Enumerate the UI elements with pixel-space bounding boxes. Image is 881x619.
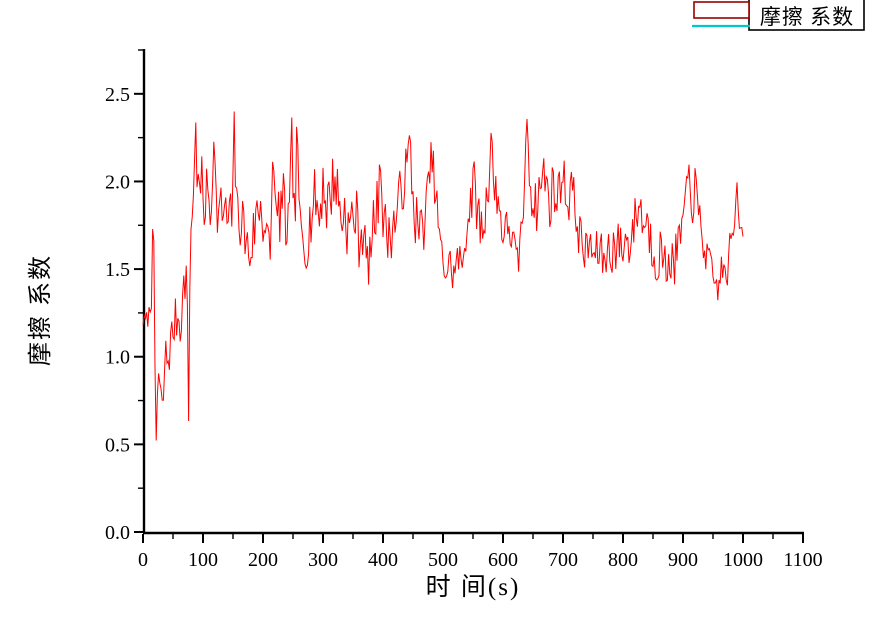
y-tick-label: 1.0: [105, 347, 130, 369]
x-tick-label: 200: [248, 549, 278, 571]
y-tick-label: 0.5: [105, 434, 130, 456]
y-tick-label: 1.5: [105, 259, 130, 281]
x-tick-label: 1100: [783, 549, 822, 571]
x-tick-label: 600: [488, 549, 518, 571]
series: [142, 111, 744, 441]
legend-label: 摩擦 系数: [760, 5, 854, 29]
x-tick-label: 900: [668, 549, 698, 571]
x-tick-label: 400: [368, 549, 398, 571]
legend-border: [748, 0, 865, 31]
x-tick-label: 1000: [723, 549, 763, 571]
x-tick-label: 300: [308, 549, 338, 571]
x-tick-label: 800: [608, 549, 638, 571]
legend-line-sample: [693, 1, 750, 19]
x-tick-label: 500: [428, 549, 458, 571]
axes: 0 100 200 300 400 500 600 700 800 900 1000 1100 0.0 0…: [105, 49, 823, 571]
y-tick-label: 2.0: [105, 171, 130, 193]
x-tick-label: 0: [138, 549, 148, 571]
x-tick-label: 100: [188, 549, 218, 571]
y-tick-label: 2.5: [105, 84, 130, 106]
legend[interactable]: 摩擦 系数: [692, 0, 865, 31]
y-tick-label: 0.0: [105, 522, 130, 544]
x-axis-title: 时 间(s): [426, 573, 521, 601]
x-tick-label: 700: [548, 549, 578, 571]
series-line: [142, 111, 744, 441]
y-axis-title: 摩擦 系数: [27, 254, 54, 366]
